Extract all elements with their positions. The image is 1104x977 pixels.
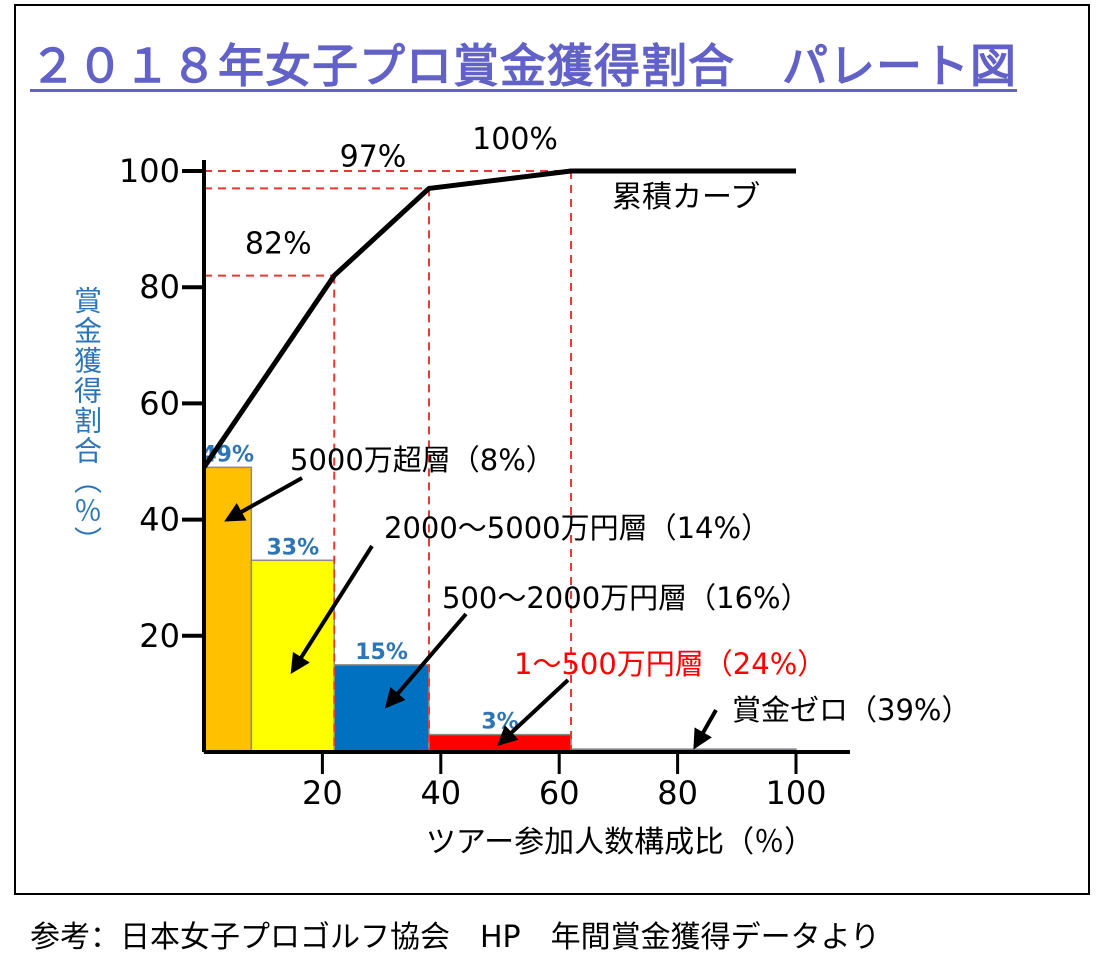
x-tick-label-80: 80: [657, 774, 698, 812]
x-axis-label: ツアー参加人数構成比（％）: [426, 825, 814, 860]
cumulative-label-3: 100%: [472, 122, 558, 157]
annotation-arrow-2: [290, 544, 374, 675]
x-tick-label-40: 40: [420, 774, 461, 812]
cumulative-legend: 累積カーブ: [612, 180, 760, 215]
annotation-label-2: 2000～5000万円層（14%）: [384, 511, 770, 545]
annotation-arrow-5: [693, 709, 718, 750]
bar-4: [428, 733, 572, 753]
bar-2: [250, 559, 335, 753]
y-tick-label-80: 80: [139, 268, 180, 306]
x-tick-label-100: 100: [765, 774, 826, 812]
annotation-label-1: 5000万超層（8%）: [290, 443, 555, 477]
annotation-arrow-3: [384, 612, 468, 709]
cumulative-curve: [201, 168, 796, 469]
y-tick-label-100: 100: [119, 152, 180, 190]
annotation-label-4: 1～500万円層（24%）: [514, 647, 826, 681]
bar-3: [333, 664, 430, 753]
y-tick-label-20: 20: [139, 617, 180, 655]
x-tick-label-20: 20: [302, 774, 343, 812]
x-tick-label-60: 60: [539, 774, 580, 812]
cumulative-label-1: 82%: [245, 227, 312, 262]
bar-label-2: 33%: [266, 535, 319, 560]
y-tick-label-60: 60: [139, 384, 180, 422]
annotation-label-3: 500～2000万円層（16%）: [442, 581, 810, 615]
bar-label-3: 15%: [355, 640, 408, 665]
y-axis-label: 賞金獲得割合（％）: [70, 286, 103, 556]
cumulative-label-2: 97%: [340, 139, 407, 174]
y-tick-label-40: 40: [139, 501, 180, 539]
annotation-arrow-4: [497, 678, 570, 747]
chart-title: ２０１８年女子プロ賞金獲得割合 パレート図: [30, 39, 1017, 93]
annotation-label-5: 賞金ゼロ（39%）: [732, 693, 970, 727]
annotation-arrow-1: [224, 476, 303, 522]
source-note: 参考：日本女子プロゴルフ協会 HP 年間賞金獲得データより: [30, 920, 881, 955]
